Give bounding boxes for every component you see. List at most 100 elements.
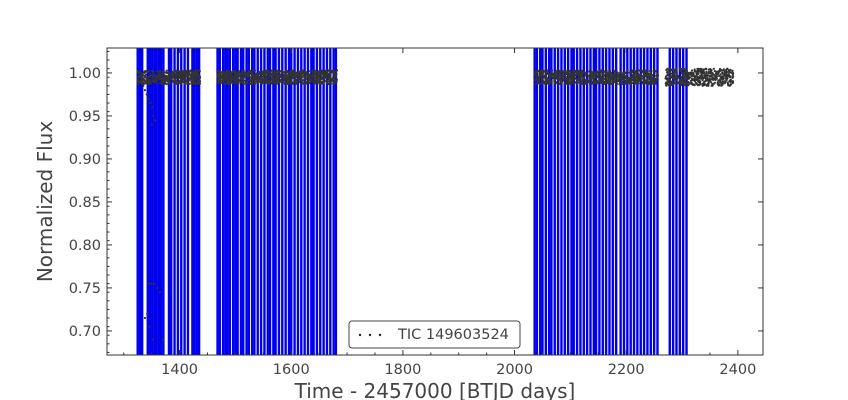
data-point <box>261 82 264 85</box>
data-point <box>240 80 243 83</box>
data-point <box>281 71 284 75</box>
data-point <box>332 81 335 84</box>
legend-dot <box>378 333 382 337</box>
data-point <box>195 82 198 85</box>
data-point <box>617 79 621 82</box>
data-point <box>273 72 277 75</box>
data-point <box>704 68 708 71</box>
legend-marker <box>358 333 382 337</box>
data-point <box>580 82 583 85</box>
data-point <box>600 81 603 84</box>
data-point <box>717 71 720 74</box>
data-point <box>701 75 704 78</box>
data-point <box>161 82 165 85</box>
data-point <box>175 74 178 77</box>
data-point <box>686 78 689 81</box>
data-point <box>266 73 269 76</box>
data-point <box>605 73 608 76</box>
data-point-outlier <box>158 291 162 294</box>
data-point <box>664 82 667 85</box>
data-point <box>247 70 250 73</box>
data-point <box>533 78 536 81</box>
data-point <box>558 82 561 85</box>
data-point <box>311 76 314 79</box>
data-point <box>250 78 253 81</box>
data-point <box>292 69 295 72</box>
data-point <box>291 75 294 78</box>
data-point <box>227 83 230 86</box>
data-point <box>237 82 240 85</box>
data-point <box>322 79 325 82</box>
data-point <box>548 78 551 81</box>
data-point <box>253 69 257 72</box>
data-point <box>616 71 620 74</box>
data-point <box>583 82 587 85</box>
data-point <box>289 69 292 72</box>
data-point <box>153 73 157 77</box>
data-point <box>682 75 685 78</box>
data-point <box>275 80 278 83</box>
data-point <box>575 73 578 76</box>
data-point <box>539 82 542 85</box>
data-point <box>288 79 291 82</box>
data-point <box>629 82 633 85</box>
data-point <box>652 82 655 85</box>
y-tick-label: 0.90 <box>69 152 101 168</box>
data-point <box>304 70 307 73</box>
data-point <box>707 83 710 86</box>
data-point <box>702 77 705 80</box>
data-point <box>248 74 251 77</box>
data-point <box>539 72 542 75</box>
data-point <box>692 74 695 77</box>
data-point <box>562 75 565 78</box>
data-point <box>165 69 168 72</box>
data-point <box>184 75 187 78</box>
data-point <box>633 77 637 80</box>
data-point <box>187 69 190 72</box>
data-point <box>686 83 689 86</box>
data-point <box>168 74 172 77</box>
data-point <box>159 69 162 72</box>
data-point <box>321 71 324 74</box>
data-point <box>287 81 290 84</box>
data-point <box>161 72 164 75</box>
data-point <box>634 71 638 74</box>
data-point <box>547 81 550 84</box>
data-point <box>655 74 658 77</box>
data-point <box>326 80 329 83</box>
data-point <box>722 75 725 78</box>
data-point <box>591 71 594 74</box>
data-point <box>585 79 588 82</box>
data-point <box>271 82 274 85</box>
data-point <box>156 79 159 82</box>
data-point <box>173 69 176 73</box>
data-point <box>176 77 179 80</box>
data-point <box>278 79 281 82</box>
data-point <box>216 79 219 82</box>
data-point <box>617 75 620 78</box>
data-point <box>225 77 228 80</box>
data-point <box>155 82 158 85</box>
data-point <box>548 73 551 76</box>
data-point <box>284 73 287 76</box>
data-point <box>297 75 300 78</box>
data-point <box>276 75 279 78</box>
data-point <box>311 73 314 76</box>
data-point <box>653 72 656 75</box>
data-point <box>568 74 571 77</box>
data-point <box>666 71 669 74</box>
data-point <box>164 77 167 80</box>
data-point <box>680 75 683 78</box>
data-point <box>259 71 262 74</box>
data-point <box>573 75 576 78</box>
data-point <box>731 69 734 72</box>
data-point <box>696 70 700 73</box>
data-point <box>155 70 158 73</box>
data-point <box>299 73 302 76</box>
data-point <box>140 72 143 75</box>
data-point <box>706 73 709 76</box>
data-point <box>612 75 615 78</box>
data-point <box>186 82 189 86</box>
data-point <box>146 76 149 79</box>
data-point <box>193 77 196 81</box>
